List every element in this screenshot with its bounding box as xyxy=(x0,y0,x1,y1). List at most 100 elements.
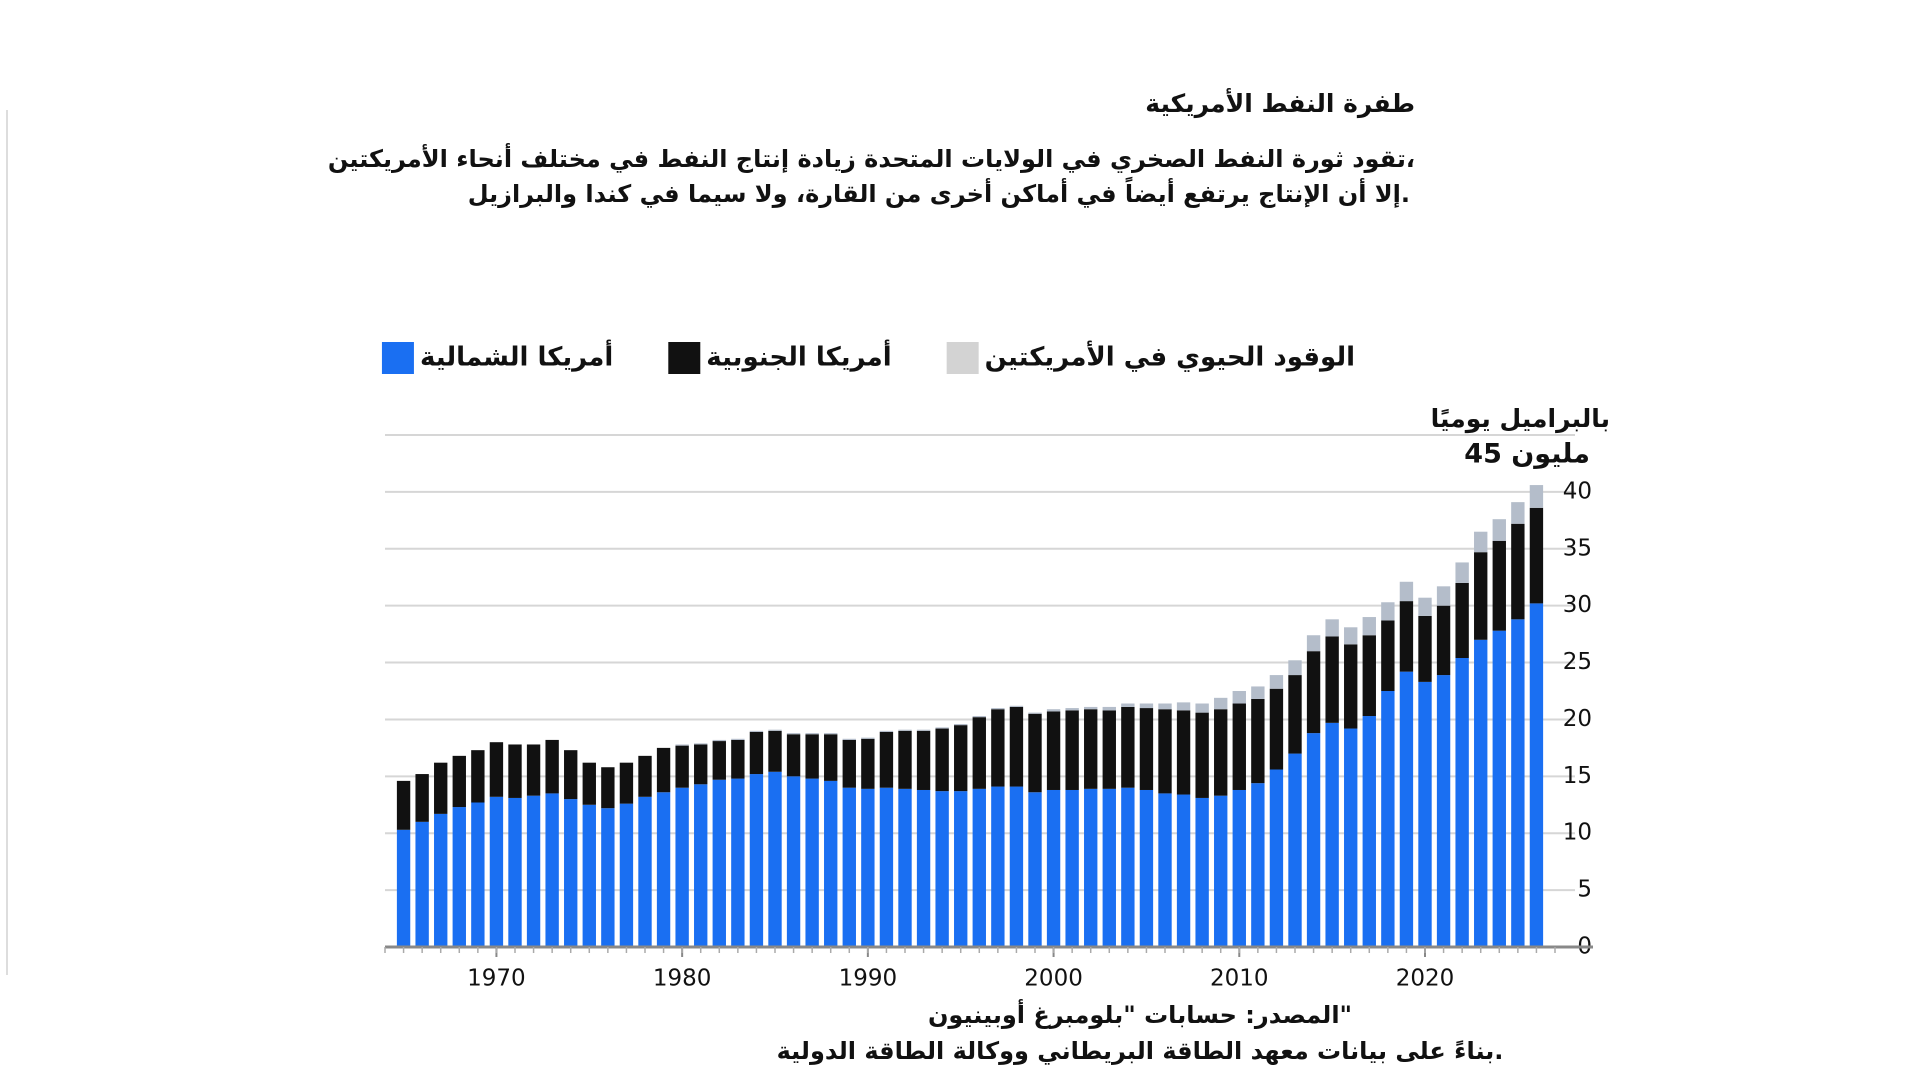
bar-segment xyxy=(471,750,485,803)
bar-segment xyxy=(768,729,782,731)
bar-segment xyxy=(898,788,912,947)
bar-segment xyxy=(1474,552,1488,640)
bar-segment xyxy=(1046,709,1061,712)
bar-segment xyxy=(1492,630,1506,947)
bar-segment xyxy=(1251,783,1265,947)
bar-segment xyxy=(731,739,745,779)
bar-segment xyxy=(564,750,578,800)
bar-segment xyxy=(1139,703,1154,709)
bar-segment xyxy=(1121,706,1135,788)
bar-segment xyxy=(1362,635,1376,717)
legend-swatch xyxy=(381,342,414,374)
bar-segment xyxy=(824,733,838,735)
bar-segment xyxy=(1214,795,1228,947)
bar-segment xyxy=(396,829,411,947)
bar-segment xyxy=(768,730,782,772)
legend-label: الوقود الحيوي في الأمريكتين xyxy=(985,341,1355,373)
bar-segment xyxy=(1362,716,1376,947)
bar-segment xyxy=(1269,675,1284,689)
bar-segment xyxy=(1306,651,1321,734)
bar-segment xyxy=(508,744,522,798)
bar-segment xyxy=(545,793,559,947)
bar-segment xyxy=(1474,639,1488,947)
bar-segment xyxy=(1325,619,1339,637)
bar-segment xyxy=(1009,705,1024,707)
chart-subtitle: إلا أن الإنتاج يرتفع أيضاً في أماكن أخرى… xyxy=(468,177,1410,208)
bar-segment xyxy=(861,738,875,789)
bar-segment xyxy=(1288,753,1302,947)
bar-segment xyxy=(1492,519,1506,541)
bar-segment xyxy=(1084,709,1098,789)
bar-segment xyxy=(1251,698,1265,784)
source: بناءً على بيانات معهد الطاقة البريطاني و… xyxy=(777,1037,1504,1065)
bar-segment xyxy=(638,796,652,947)
bar-segment xyxy=(1474,531,1488,553)
bar-segment xyxy=(1084,788,1098,947)
bar-segment xyxy=(879,730,894,732)
bar-segment xyxy=(1046,711,1061,790)
bar-segment xyxy=(1399,671,1414,947)
bar-segment xyxy=(1455,562,1469,583)
bar-segment xyxy=(824,780,838,947)
bar-segment xyxy=(1288,660,1302,676)
bar-segment xyxy=(1232,703,1246,790)
bar-segment xyxy=(601,767,615,809)
bar-segment xyxy=(1195,703,1209,713)
bar-segment xyxy=(656,747,671,793)
bar-segment xyxy=(396,780,411,830)
bar-segment xyxy=(879,787,894,947)
bar-segment xyxy=(1436,586,1451,606)
bar-segment xyxy=(1065,710,1079,790)
x-tick-label: 2010 xyxy=(1210,966,1269,992)
bar-segment xyxy=(1046,789,1061,947)
bar-segment xyxy=(786,733,801,735)
bar-segment xyxy=(935,791,949,947)
chart-subtitle: تقود ثورة النفط الصخري في الولايات المتح… xyxy=(328,143,1415,173)
bar-segment xyxy=(1399,601,1414,672)
x-tick-label: 1970 xyxy=(467,966,526,992)
x-tick-label: 1980 xyxy=(653,966,712,992)
bar-segment xyxy=(1028,792,1042,947)
bar-segment xyxy=(1176,702,1191,711)
bar-segment xyxy=(731,778,745,947)
bar-segment xyxy=(1176,710,1191,795)
bar-segment xyxy=(749,730,764,732)
bar-segment xyxy=(1158,703,1172,710)
bar-segment xyxy=(712,739,726,742)
bar-segment xyxy=(1306,635,1321,652)
bar-segment xyxy=(1529,485,1544,508)
bar-segment xyxy=(1381,602,1395,621)
bar-segment xyxy=(861,737,875,739)
bar-segment xyxy=(1344,627,1358,645)
bar-segment xyxy=(972,716,986,718)
bar-segment xyxy=(1511,619,1525,947)
bar-segment xyxy=(972,717,986,789)
bar-segment xyxy=(916,789,931,947)
bar-segment xyxy=(712,779,726,947)
bar-segment xyxy=(1158,793,1172,947)
bar-segment xyxy=(1511,523,1525,620)
bar-segment xyxy=(1399,581,1414,602)
bar-segment xyxy=(861,788,875,947)
legend-swatch xyxy=(946,342,979,374)
bar-segment xyxy=(694,744,708,785)
bar-segment xyxy=(879,731,894,788)
bar-segment xyxy=(916,730,931,790)
bar-segment xyxy=(1436,675,1451,947)
bar-segment xyxy=(805,778,819,947)
bar-segment xyxy=(1344,728,1358,947)
bar-segment xyxy=(582,804,596,947)
bar-segment xyxy=(731,738,745,740)
bar-segment xyxy=(415,821,429,947)
bar-segment xyxy=(1158,709,1172,794)
bar-segment xyxy=(1269,688,1284,770)
bar-segment xyxy=(638,755,652,797)
bar-segment xyxy=(1381,691,1395,947)
bar-segment xyxy=(935,728,949,792)
bar-segment xyxy=(898,729,912,731)
bar-segment xyxy=(1139,789,1154,947)
y-tick-label: 45 مليون xyxy=(1464,439,1590,470)
bar-segment xyxy=(1232,691,1246,704)
bar-segment xyxy=(1325,722,1339,947)
bar-segment xyxy=(675,745,689,788)
